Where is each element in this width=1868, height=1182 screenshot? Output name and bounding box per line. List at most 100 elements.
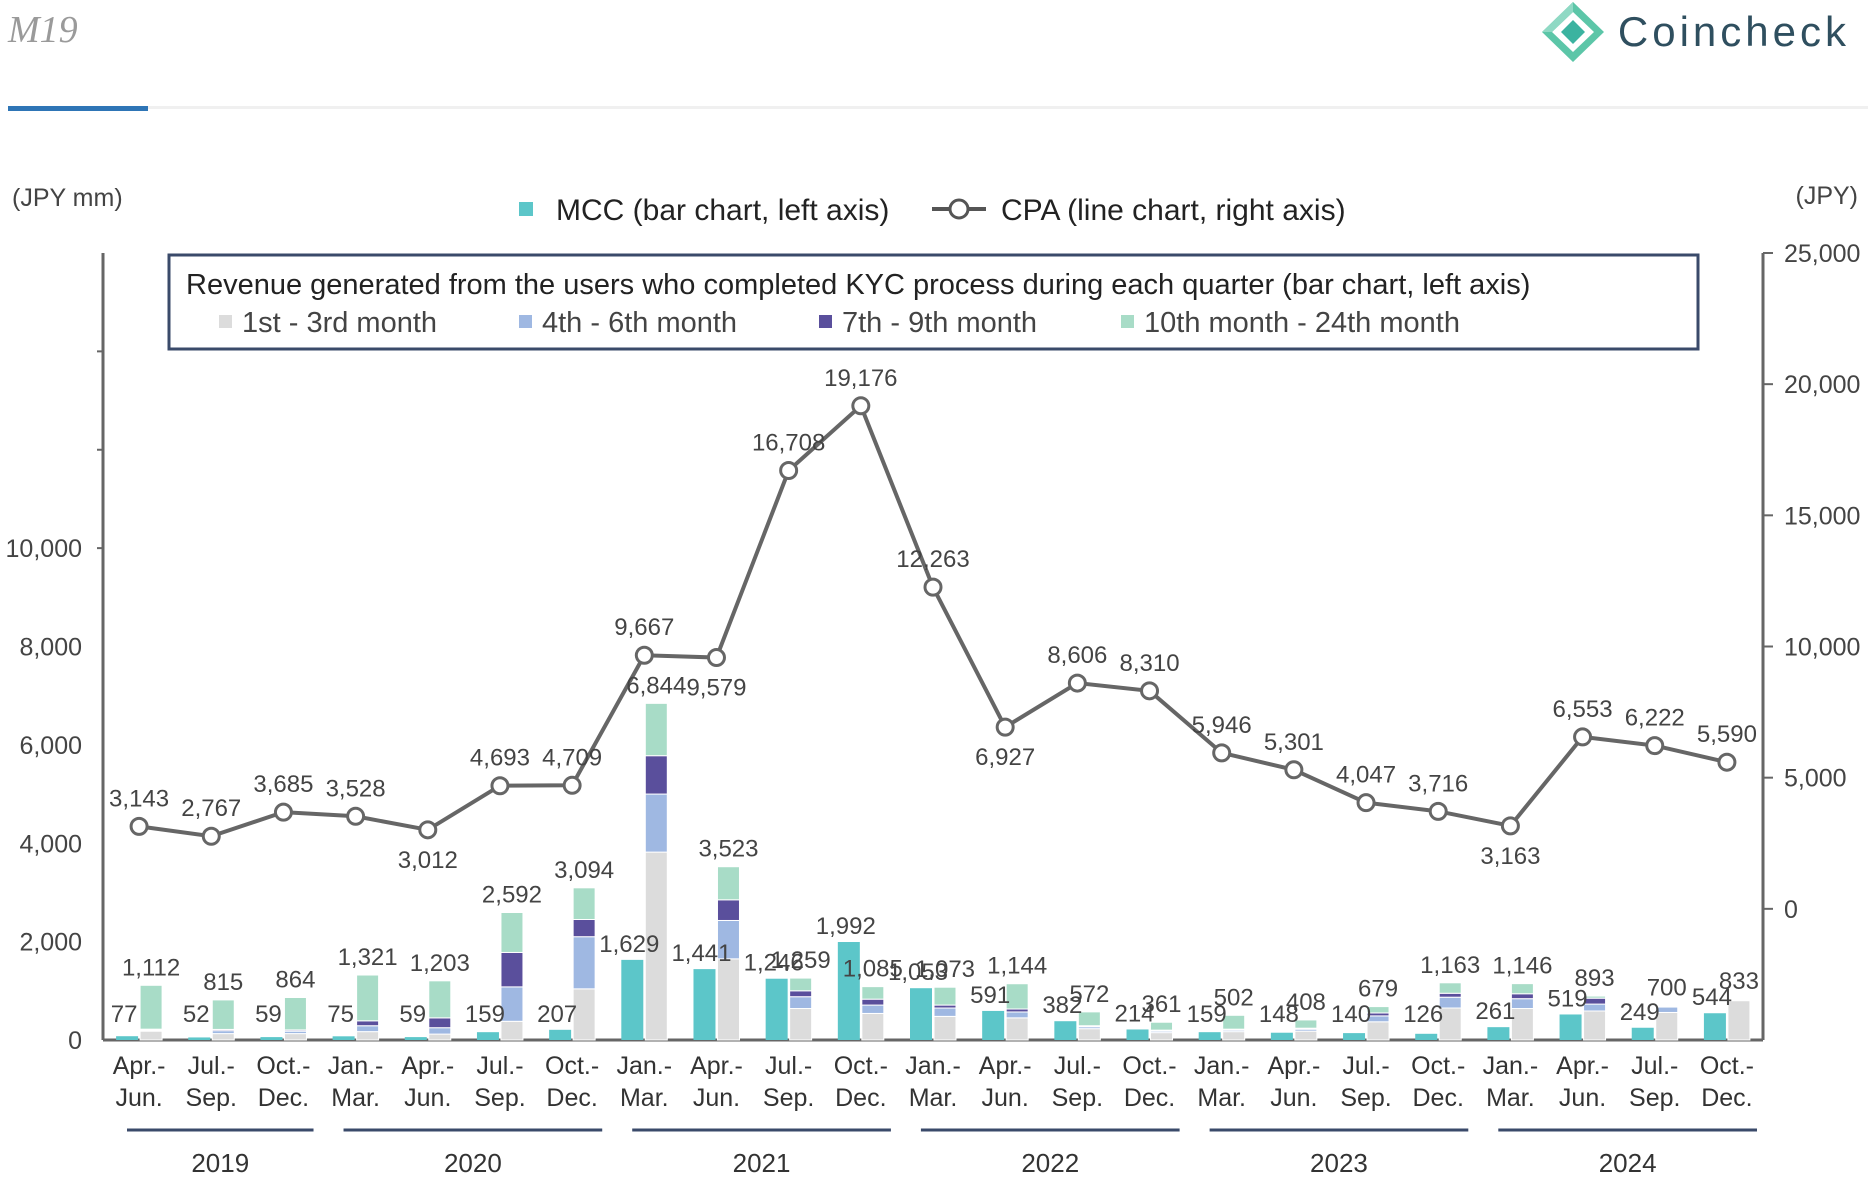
kyc-legend-box (167, 253, 1700, 351)
quarter-label-line1: Oct.- (1700, 1052, 1754, 1080)
kyc-legend-swatch-1 (219, 315, 232, 328)
mcc-value-label: 207 (537, 1001, 577, 1028)
stack-10-24-month (283, 997, 307, 1031)
mcc-bar (910, 988, 932, 1040)
quarter-label-line2: Mar. (909, 1084, 958, 1112)
quarter-label-line1: Oct.- (1411, 1052, 1465, 1080)
quarter-label-line1: Jan.- (1194, 1052, 1250, 1080)
stack-total-label: 893 (1575, 965, 1615, 992)
stack-10-24-month (1366, 1006, 1390, 1014)
cpa-series (129, 396, 1737, 846)
kyc-legend-item-1: 1st - 3rd month (242, 307, 437, 339)
quarter-label-line2: Jun. (1559, 1084, 1606, 1112)
cpa-point (346, 806, 366, 826)
left-axis-unit: (JPY mm) (12, 184, 123, 212)
quarter-label-line2: Mar. (1197, 1084, 1246, 1112)
left-tick-label: 4,000 (19, 830, 82, 858)
stack-10-24-month (1510, 983, 1534, 995)
mcc-value-label: 1,992 (816, 913, 876, 940)
stack-total-label: 1,073 (915, 956, 975, 983)
quarter-label-line1: Oct.- (256, 1052, 310, 1080)
stack-7-9-month (356, 1020, 380, 1027)
mcc-value-label: 1,053 (888, 959, 948, 986)
cpa-point (562, 775, 582, 795)
quarter-label-line1: Apr.- (113, 1052, 166, 1080)
mcc-value-label: 59 (255, 1001, 282, 1028)
header-rule (8, 106, 1868, 109)
stack-10-24-month (500, 912, 524, 953)
stack-total-label: 833 (1719, 968, 1759, 995)
quarter-label-line2: Mar. (331, 1084, 380, 1112)
cpa-point (1573, 727, 1593, 747)
right-axis-unit: (JPY) (1796, 182, 1859, 210)
mcc-bar (332, 1036, 355, 1040)
stack-1-3-month (1077, 1028, 1101, 1041)
mcc-bar (1631, 1027, 1654, 1040)
mcc-bar (404, 1037, 427, 1040)
stack-7-9-month (572, 918, 596, 938)
cpa-point (1428, 801, 1448, 821)
mcc-bar (982, 1010, 1005, 1040)
cpa-point (418, 820, 438, 840)
cpa-point (273, 802, 293, 822)
quarter-label-line1: Apr.- (979, 1052, 1032, 1080)
kyc-legend-swatch-3 (819, 315, 832, 328)
mcc-bar (621, 959, 644, 1040)
stack-4-6-month (428, 1027, 452, 1035)
cpa-value-label: 3,528 (326, 775, 386, 802)
cpa-point (851, 396, 871, 416)
mcc-bar (188, 1037, 211, 1040)
mcc-bar (1198, 1032, 1221, 1040)
kyc-legend-title: Revenue generated from the users who com… (186, 269, 1530, 301)
quarter-label-line2: Sep. (1340, 1084, 1391, 1112)
stack-10-24-month (861, 986, 885, 1000)
cpa-value-label: 6,927 (975, 744, 1035, 771)
quarter-label-line2: Dec. (1701, 1084, 1752, 1112)
stack-total-label: 1,144 (987, 953, 1047, 980)
quarter-label-line2: Dec. (1413, 1084, 1464, 1112)
mcc-bar (765, 978, 788, 1040)
stack-total-label: 1,112 (122, 954, 180, 981)
stack-10-24-month (1077, 1011, 1101, 1027)
stack-10-24-month (1583, 995, 1607, 999)
quarter-label-line1: Jul.- (765, 1052, 812, 1080)
stack-10-24-month (1150, 1021, 1174, 1031)
cpa-value-label: 5,301 (1264, 729, 1324, 756)
mcc-bar (1415, 1033, 1438, 1040)
stack-1-3-month (428, 1033, 452, 1041)
stack-7-9-month (861, 998, 885, 1006)
mcc-value-label: 214 (1114, 1000, 1154, 1027)
cpa-value-label: 3,685 (253, 771, 313, 798)
legend-mcc-label: MCC (bar chart, left axis) (556, 194, 889, 227)
left-tick-label: 10,000 (6, 535, 82, 563)
stack-1-3-month (211, 1033, 235, 1041)
mcc-value-label: 126 (1403, 1001, 1443, 1028)
stack-1-3-month (283, 1033, 307, 1041)
mcc-bar (1559, 1014, 1582, 1040)
cpa-point (1356, 793, 1376, 813)
right-tick-label: 5,000 (1784, 765, 1847, 793)
cpa-value-label: 4,693 (470, 745, 530, 772)
stack-1-3-month (1222, 1031, 1246, 1041)
cpa-point (1717, 752, 1737, 772)
stack-10-24-month (716, 866, 740, 901)
quarter-label-line2: Mar. (620, 1084, 669, 1112)
stack-total-label: 1,259 (771, 947, 831, 974)
stack-1-3-month (1150, 1032, 1174, 1041)
stack-7-9-month (1438, 992, 1462, 998)
legend-cpa-marker (948, 198, 970, 220)
legend-cpa-label: CPA (line chart, right axis) (1001, 194, 1346, 227)
cpa-value-label: 3,012 (398, 847, 458, 874)
right-tick-label: 10,000 (1784, 634, 1860, 662)
brand-logo: Coincheck (1540, 0, 1850, 64)
quarter-label-line2: Dec. (258, 1084, 309, 1112)
stack-1-3-month (139, 1030, 163, 1041)
quarter-label-line2: Jun. (982, 1084, 1029, 1112)
quarter-label-line1: Apr.- (690, 1052, 743, 1080)
mcc-bar (693, 969, 716, 1040)
mcc-bar (1270, 1032, 1293, 1040)
stack-total-label: 1,203 (410, 950, 470, 977)
quarter-label-line2: Dec. (835, 1084, 886, 1112)
stack-total-label: 864 (275, 967, 315, 994)
quarter-label-line1: Jul.- (1342, 1052, 1389, 1080)
